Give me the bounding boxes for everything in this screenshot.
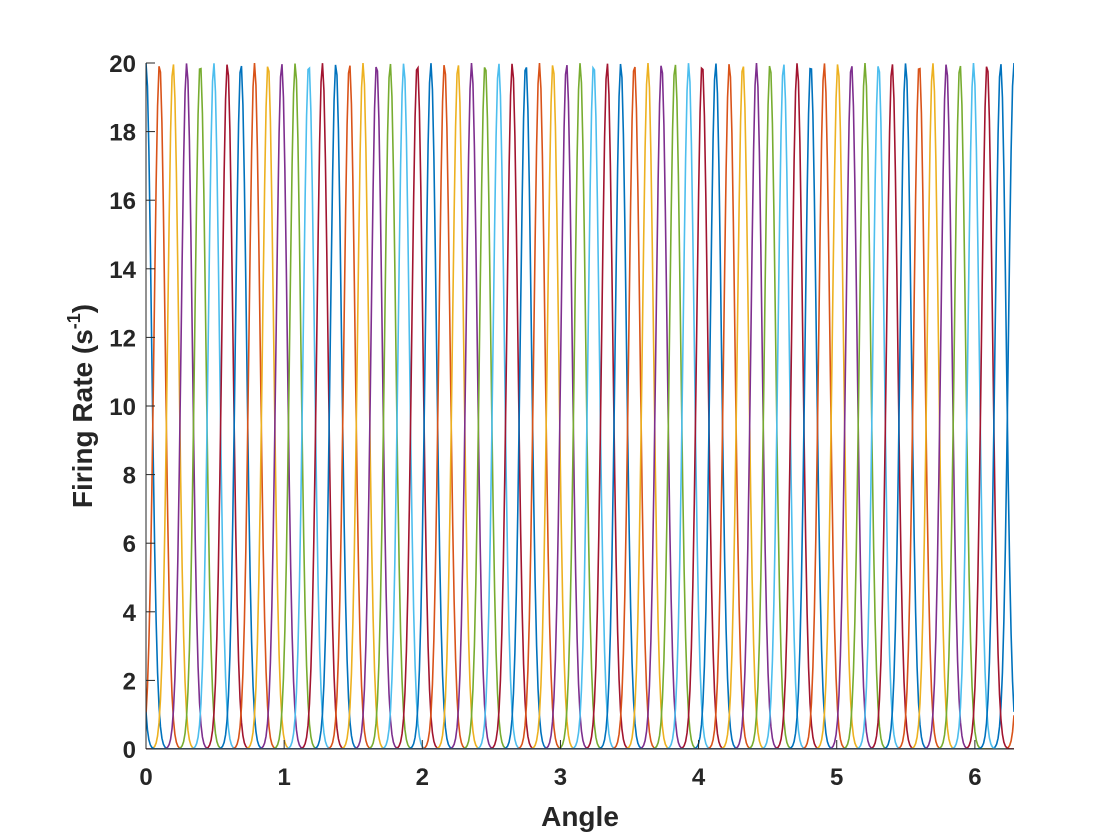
y-axis-label-superscript: -1	[64, 313, 84, 329]
tuning-curve-38	[146, 63, 1014, 749]
tuning-curve-12	[146, 63, 1014, 749]
tuning-curve-11	[146, 64, 1014, 749]
y-tick-label: 16	[109, 188, 136, 215]
tuning-curve-4	[146, 63, 1014, 749]
tuning-curve-27	[146, 63, 1014, 749]
tuning-curve-49	[146, 63, 1014, 749]
tuning-curve-34	[146, 65, 1014, 749]
tuning-curve-32	[146, 65, 1014, 749]
tuning-curve-6	[146, 63, 1014, 749]
tuning-curve-24	[146, 65, 1014, 749]
tuning-curve-36	[146, 63, 1014, 749]
tuning-curve-31	[146, 65, 1014, 749]
x-tick-label: 4	[692, 764, 706, 791]
tuning-curve-2	[146, 66, 1014, 749]
tuning-curve-18	[146, 66, 1014, 749]
tuning-curve-1	[146, 63, 1014, 749]
tuning-curve-51	[146, 63, 1014, 749]
tuning-curve-22	[146, 63, 1014, 749]
tuning-curve-26	[146, 67, 1014, 749]
x-tick-label: 1	[277, 764, 290, 791]
tuning-curve-13	[146, 66, 1014, 749]
y-tick-label: 20	[109, 51, 136, 78]
x-tick-label: 0	[139, 764, 152, 791]
y-tick-label: 10	[109, 394, 136, 421]
tuning-curve-63	[146, 66, 1014, 749]
tuning-curve-42	[146, 66, 1014, 749]
tuning-curve-28	[146, 63, 1014, 749]
y-tick-label: 18	[109, 120, 136, 147]
y-tick-label: 6	[123, 531, 136, 558]
tuning-curve-44	[146, 64, 1014, 749]
tuning-curve-58	[146, 67, 1014, 749]
y-axis-label-suffix: )	[67, 304, 98, 313]
tuning-curve-10	[146, 66, 1014, 749]
tuning-curve-5	[146, 67, 1014, 749]
tuning-curve-35	[146, 63, 1014, 749]
tuning-curve-19	[146, 63, 1014, 749]
y-tick-label: 8	[123, 463, 136, 490]
x-tick-labels: 0 1 2 3 4 5 6	[139, 764, 981, 791]
tuning-curve-8	[146, 65, 1014, 749]
tuning-curve-17	[146, 63, 1014, 749]
y-tick-labels: 0 2 4 6 8 10 12 14 16 18 20	[109, 51, 136, 764]
x-tick-label: 5	[830, 764, 843, 791]
tuning-curve-15	[146, 64, 1014, 749]
tuning-curve-43	[146, 63, 1014, 749]
tuning-curve-14	[146, 63, 1014, 749]
tuning-curve-59	[146, 63, 1014, 749]
tuning-curve-57	[146, 63, 1014, 749]
x-tick-label: 6	[968, 764, 981, 791]
tuning-curve-52	[146, 64, 1014, 749]
tuning-curve-3	[146, 64, 1014, 749]
tuning-curve-23	[146, 65, 1014, 749]
tuning-curves	[146, 63, 1014, 749]
x-tick-label: 3	[554, 764, 567, 791]
tuning-curve-30	[146, 63, 1014, 749]
tuning-curve-20	[146, 63, 1014, 749]
tuning-curve-48	[146, 64, 1014, 749]
axes	[145, 62, 1014, 750]
tuning-curve-25	[146, 63, 1014, 749]
tuning-curve-47	[146, 65, 1014, 749]
y-axis-label: Firing Rate (s-1)	[64, 304, 98, 508]
tuning-curve-46	[146, 63, 1014, 749]
tuning-curve-39	[146, 65, 1014, 749]
tuning-curve-16	[146, 65, 1014, 749]
tuning-curve-64	[146, 64, 1014, 749]
y-tick-label: 0	[123, 737, 136, 764]
tuning-curve-41	[146, 63, 1014, 749]
tuning-curve-33	[146, 63, 1014, 749]
tuning-curve-56	[146, 64, 1014, 749]
y-tick-label: 2	[123, 668, 136, 695]
tuning-curve-61	[146, 65, 1014, 749]
tuning-curve-29	[146, 67, 1014, 749]
tuning-curve-21	[146, 65, 1014, 749]
tuning-curve-7	[146, 64, 1014, 749]
x-axis-label: Angle	[541, 801, 619, 832]
tuning-curve-60	[146, 64, 1014, 749]
tuning-curve-50	[146, 67, 1014, 749]
y-tick-label: 14	[109, 257, 136, 284]
tuning-curve-55	[146, 66, 1014, 749]
tuning-curve-45	[146, 66, 1014, 749]
y-tick-label: 4	[123, 600, 137, 627]
tuning-curve-54	[146, 63, 1014, 749]
y-axis-label-main: Firing Rate (s	[67, 329, 98, 508]
x-tick-label: 2	[416, 764, 429, 791]
tuning-curve-37	[146, 66, 1014, 749]
tuning-curve-62	[146, 63, 1014, 749]
tuning-curve-9	[146, 63, 1014, 749]
tuning-curve-40	[146, 64, 1014, 749]
tuning-curve-53	[146, 66, 1014, 749]
y-tick-label: 12	[109, 325, 136, 352]
